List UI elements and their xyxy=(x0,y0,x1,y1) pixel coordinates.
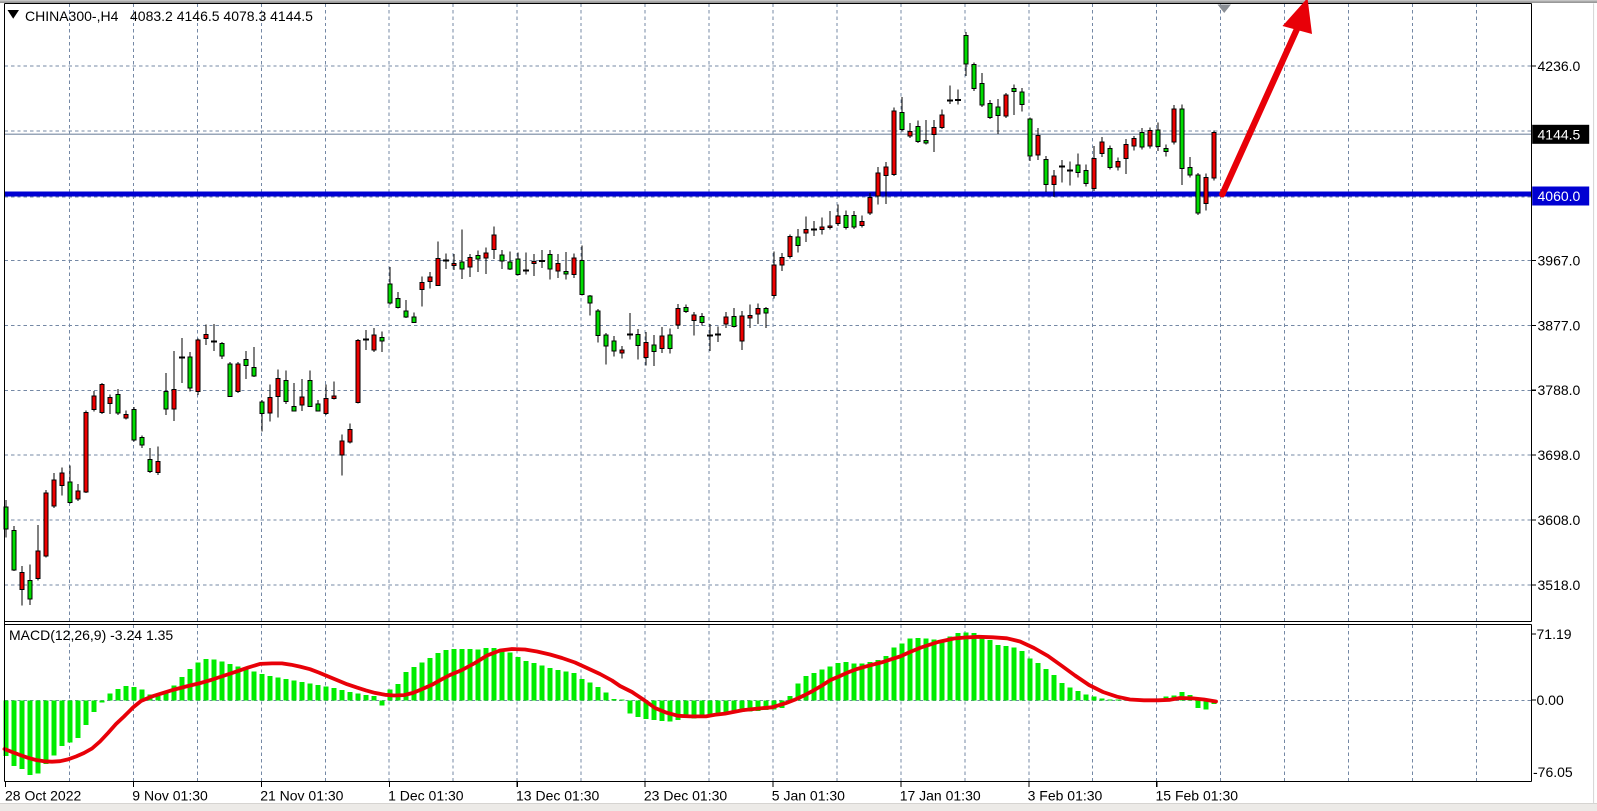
svg-text:4083.2 4146.5 4078.3 4144.5: 4083.2 4146.5 4078.3 4144.5 xyxy=(130,8,313,24)
svg-text:1 Dec 01:30: 1 Dec 01:30 xyxy=(388,788,464,804)
svg-text:3698.0: 3698.0 xyxy=(1538,447,1581,463)
svg-text:23 Dec 01:30: 23 Dec 01:30 xyxy=(644,788,727,804)
svg-text:28 Oct 2022: 28 Oct 2022 xyxy=(5,788,81,804)
svg-text:4236.0: 4236.0 xyxy=(1538,58,1581,74)
svg-text:3967.0: 3967.0 xyxy=(1538,253,1581,269)
svg-text:3 Feb 01:30: 3 Feb 01:30 xyxy=(1028,788,1103,804)
svg-text:MACD(12,26,9) -3.24 1.35: MACD(12,26,9) -3.24 1.35 xyxy=(9,627,173,643)
svg-text:21 Nov 01:30: 21 Nov 01:30 xyxy=(260,788,343,804)
svg-text:-76.05: -76.05 xyxy=(1533,764,1573,780)
svg-text:0.00: 0.00 xyxy=(1537,692,1564,708)
svg-text:CHINA300-,H4: CHINA300-,H4 xyxy=(25,8,119,24)
svg-text:3877.0: 3877.0 xyxy=(1538,317,1581,333)
svg-text:5 Jan 01:30: 5 Jan 01:30 xyxy=(772,788,845,804)
svg-text:3518.0: 3518.0 xyxy=(1538,577,1581,593)
svg-text:3608.0: 3608.0 xyxy=(1538,512,1581,528)
svg-text:13 Dec 01:30: 13 Dec 01:30 xyxy=(516,788,599,804)
svg-text:71.19: 71.19 xyxy=(1537,626,1572,642)
svg-text:4144.5: 4144.5 xyxy=(1538,126,1581,142)
svg-text:3788.0: 3788.0 xyxy=(1538,382,1581,398)
svg-text:17 Jan 01:30: 17 Jan 01:30 xyxy=(900,788,981,804)
svg-text:4060.0: 4060.0 xyxy=(1538,188,1581,204)
svg-text:15 Feb 01:30: 15 Feb 01:30 xyxy=(1156,788,1239,804)
svg-text:9 Nov 01:30: 9 Nov 01:30 xyxy=(132,788,208,804)
